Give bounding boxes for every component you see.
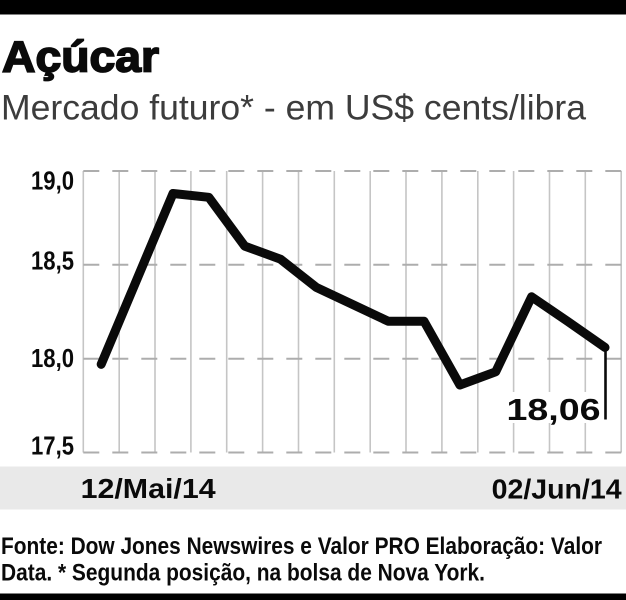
svg-text:Data. * Segunda posição, na bo: Data. * Segunda posição, na bolsa de Nov…: [1, 560, 485, 587]
svg-text:Fonte: Dow Jones Newswires e V: Fonte: Dow Jones Newswires e Valor PRO E…: [1, 533, 602, 560]
svg-text:18,5: 18,5: [31, 246, 74, 276]
svg-text:02/Jun/14: 02/Jun/14: [492, 474, 622, 505]
svg-text:18,06: 18,06: [507, 392, 601, 427]
svg-text:12/Mai/14: 12/Mai/14: [81, 473, 216, 504]
svg-text:Açúcar: Açúcar: [2, 32, 159, 81]
svg-text:18,0: 18,0: [31, 343, 74, 373]
svg-text:19,0: 19,0: [31, 165, 74, 195]
svg-text:17,5: 17,5: [31, 431, 74, 461]
svg-text:Mercado futuro* - em US$ cents: Mercado futuro* - em US$ cents/libra: [1, 89, 587, 128]
